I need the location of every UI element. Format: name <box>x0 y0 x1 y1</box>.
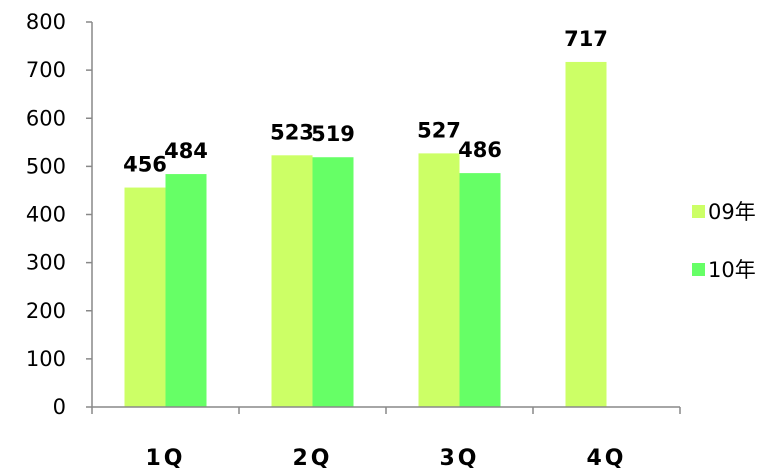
bar-10年-2Q <box>312 157 354 407</box>
y-tick-label: 600 <box>26 106 66 130</box>
data-label: 484 <box>164 139 208 163</box>
y-tick-label: 500 <box>26 154 66 178</box>
y-tick-label: 200 <box>26 299 66 323</box>
bar-09年-1Q <box>124 187 166 407</box>
legend: 09年 10年 <box>692 200 756 282</box>
x-axis-ticks <box>91 407 681 414</box>
data-label: 519 <box>311 122 355 146</box>
y-tick-label: 700 <box>26 58 66 82</box>
data-label: 486 <box>458 138 502 162</box>
data-label: 527 <box>417 118 461 142</box>
category-label: 3Q <box>439 446 479 468</box>
bar-10年-1Q <box>165 174 207 407</box>
category-label: 2Q <box>292 446 332 468</box>
x-axis-category-labels: 1Q 2Q 3Q 4Q <box>145 446 626 468</box>
y-tick-label: 300 <box>26 251 66 275</box>
y-axis-ticks: 0 100 200 300 400 500 600 700 800 <box>26 10 92 419</box>
legend-swatch <box>692 263 705 276</box>
legend-label: 10年 <box>708 258 756 282</box>
category-label: 1Q <box>145 446 185 468</box>
category-label: 4Q <box>586 446 626 468</box>
data-label: 456 <box>123 153 167 177</box>
bar-09年-4Q <box>565 61 607 407</box>
bars <box>124 61 607 407</box>
y-tick-label: 100 <box>26 347 66 371</box>
bar-10年-3Q <box>459 173 501 407</box>
data-labels: 456 523 527 717 484 519 486 <box>123 27 608 177</box>
data-label: 523 <box>270 120 314 144</box>
y-tick-label: 800 <box>26 10 66 34</box>
data-label: 717 <box>564 27 608 51</box>
y-tick-label: 0 <box>53 395 66 419</box>
legend-label: 09年 <box>708 200 756 224</box>
legend-swatch <box>692 205 705 218</box>
y-tick-label: 400 <box>26 203 66 227</box>
bar-09年-3Q <box>418 153 460 407</box>
bar-09年-2Q <box>271 155 313 407</box>
